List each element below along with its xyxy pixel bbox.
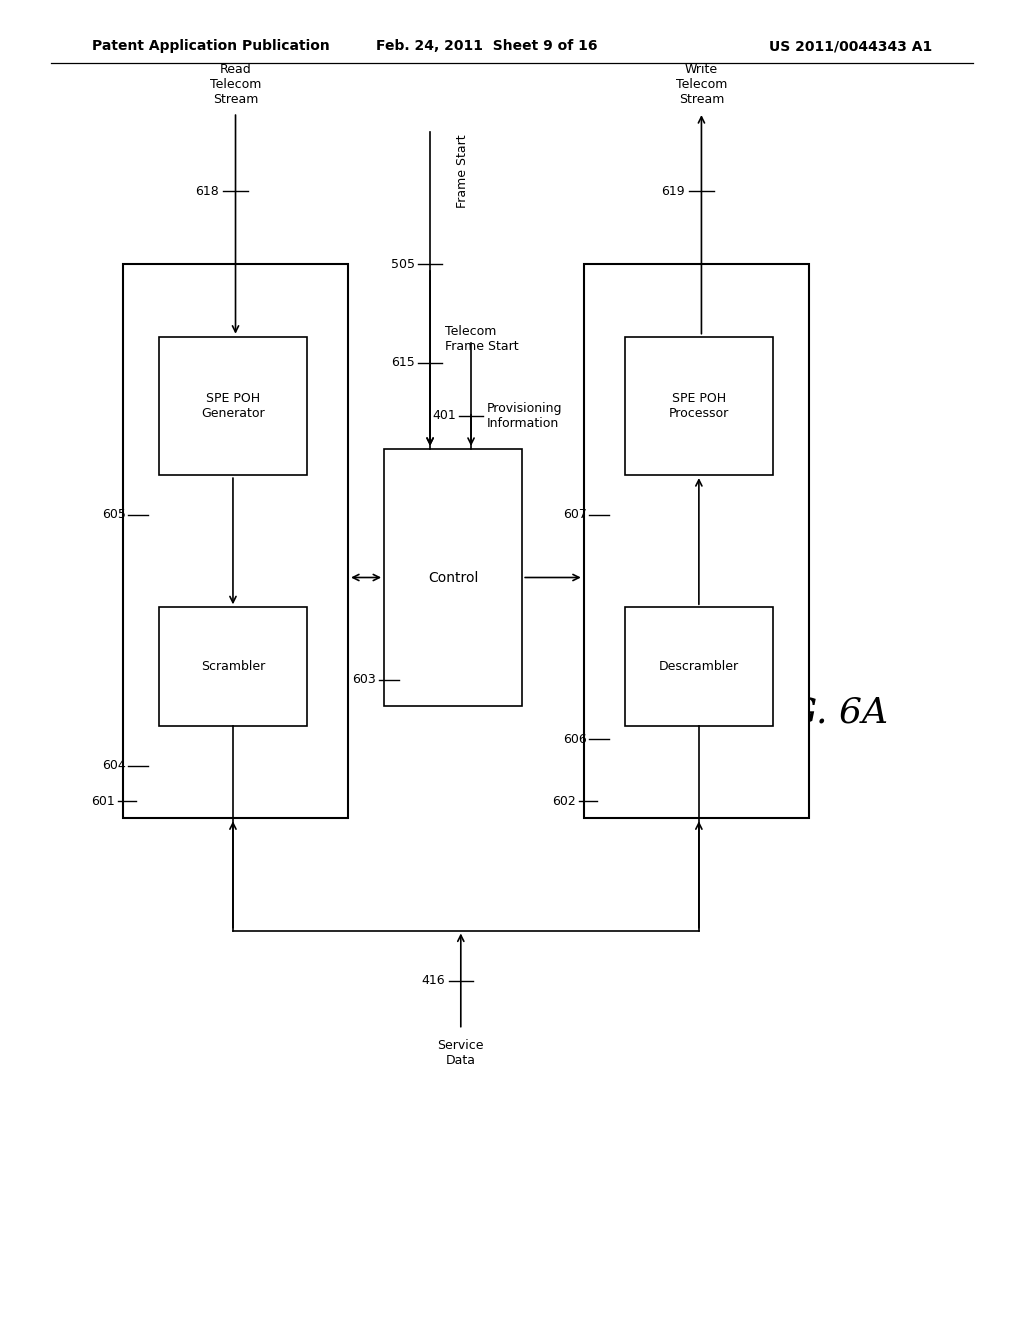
Text: Patent Application Publication: Patent Application Publication bbox=[92, 40, 330, 53]
Text: Service
Data: Service Data bbox=[437, 1039, 484, 1067]
Text: Feb. 24, 2011  Sheet 9 of 16: Feb. 24, 2011 Sheet 9 of 16 bbox=[376, 40, 597, 53]
Text: Telecom
Frame Start: Telecom Frame Start bbox=[445, 325, 519, 354]
Text: 619: 619 bbox=[662, 185, 685, 198]
Bar bbox=[159, 607, 307, 726]
Bar bbox=[384, 449, 522, 706]
Text: 416: 416 bbox=[422, 974, 445, 987]
Bar bbox=[584, 264, 809, 818]
Text: Write
Telecom
Stream: Write Telecom Stream bbox=[676, 62, 727, 106]
Text: SPE POH
Generator: SPE POH Generator bbox=[201, 392, 265, 420]
Text: Frame Start: Frame Start bbox=[456, 135, 469, 209]
Text: 604: 604 bbox=[102, 759, 126, 772]
Text: 605: 605 bbox=[102, 508, 126, 521]
Text: 505: 505 bbox=[391, 257, 415, 271]
Bar bbox=[123, 264, 348, 818]
Text: 602: 602 bbox=[552, 795, 575, 808]
Text: 603: 603 bbox=[352, 673, 376, 686]
Text: 606: 606 bbox=[563, 733, 587, 746]
Text: Provisioning
Information: Provisioning Information bbox=[486, 401, 562, 430]
Text: Descrambler: Descrambler bbox=[658, 660, 739, 673]
Bar bbox=[159, 337, 307, 475]
Text: 607: 607 bbox=[563, 508, 587, 521]
Text: 618: 618 bbox=[196, 185, 219, 198]
Text: Control: Control bbox=[428, 570, 478, 585]
Text: Scrambler: Scrambler bbox=[201, 660, 265, 673]
Bar bbox=[625, 607, 773, 726]
Text: 601: 601 bbox=[91, 795, 115, 808]
Text: SPE POH
Processor: SPE POH Processor bbox=[669, 392, 729, 420]
Text: 615: 615 bbox=[391, 356, 415, 370]
Text: US 2011/0044343 A1: US 2011/0044343 A1 bbox=[769, 40, 932, 53]
Text: 401: 401 bbox=[432, 409, 456, 422]
Text: Read
Telecom
Stream: Read Telecom Stream bbox=[210, 62, 261, 106]
Text: FIG. 6A: FIG. 6A bbox=[750, 696, 889, 730]
Bar bbox=[625, 337, 773, 475]
